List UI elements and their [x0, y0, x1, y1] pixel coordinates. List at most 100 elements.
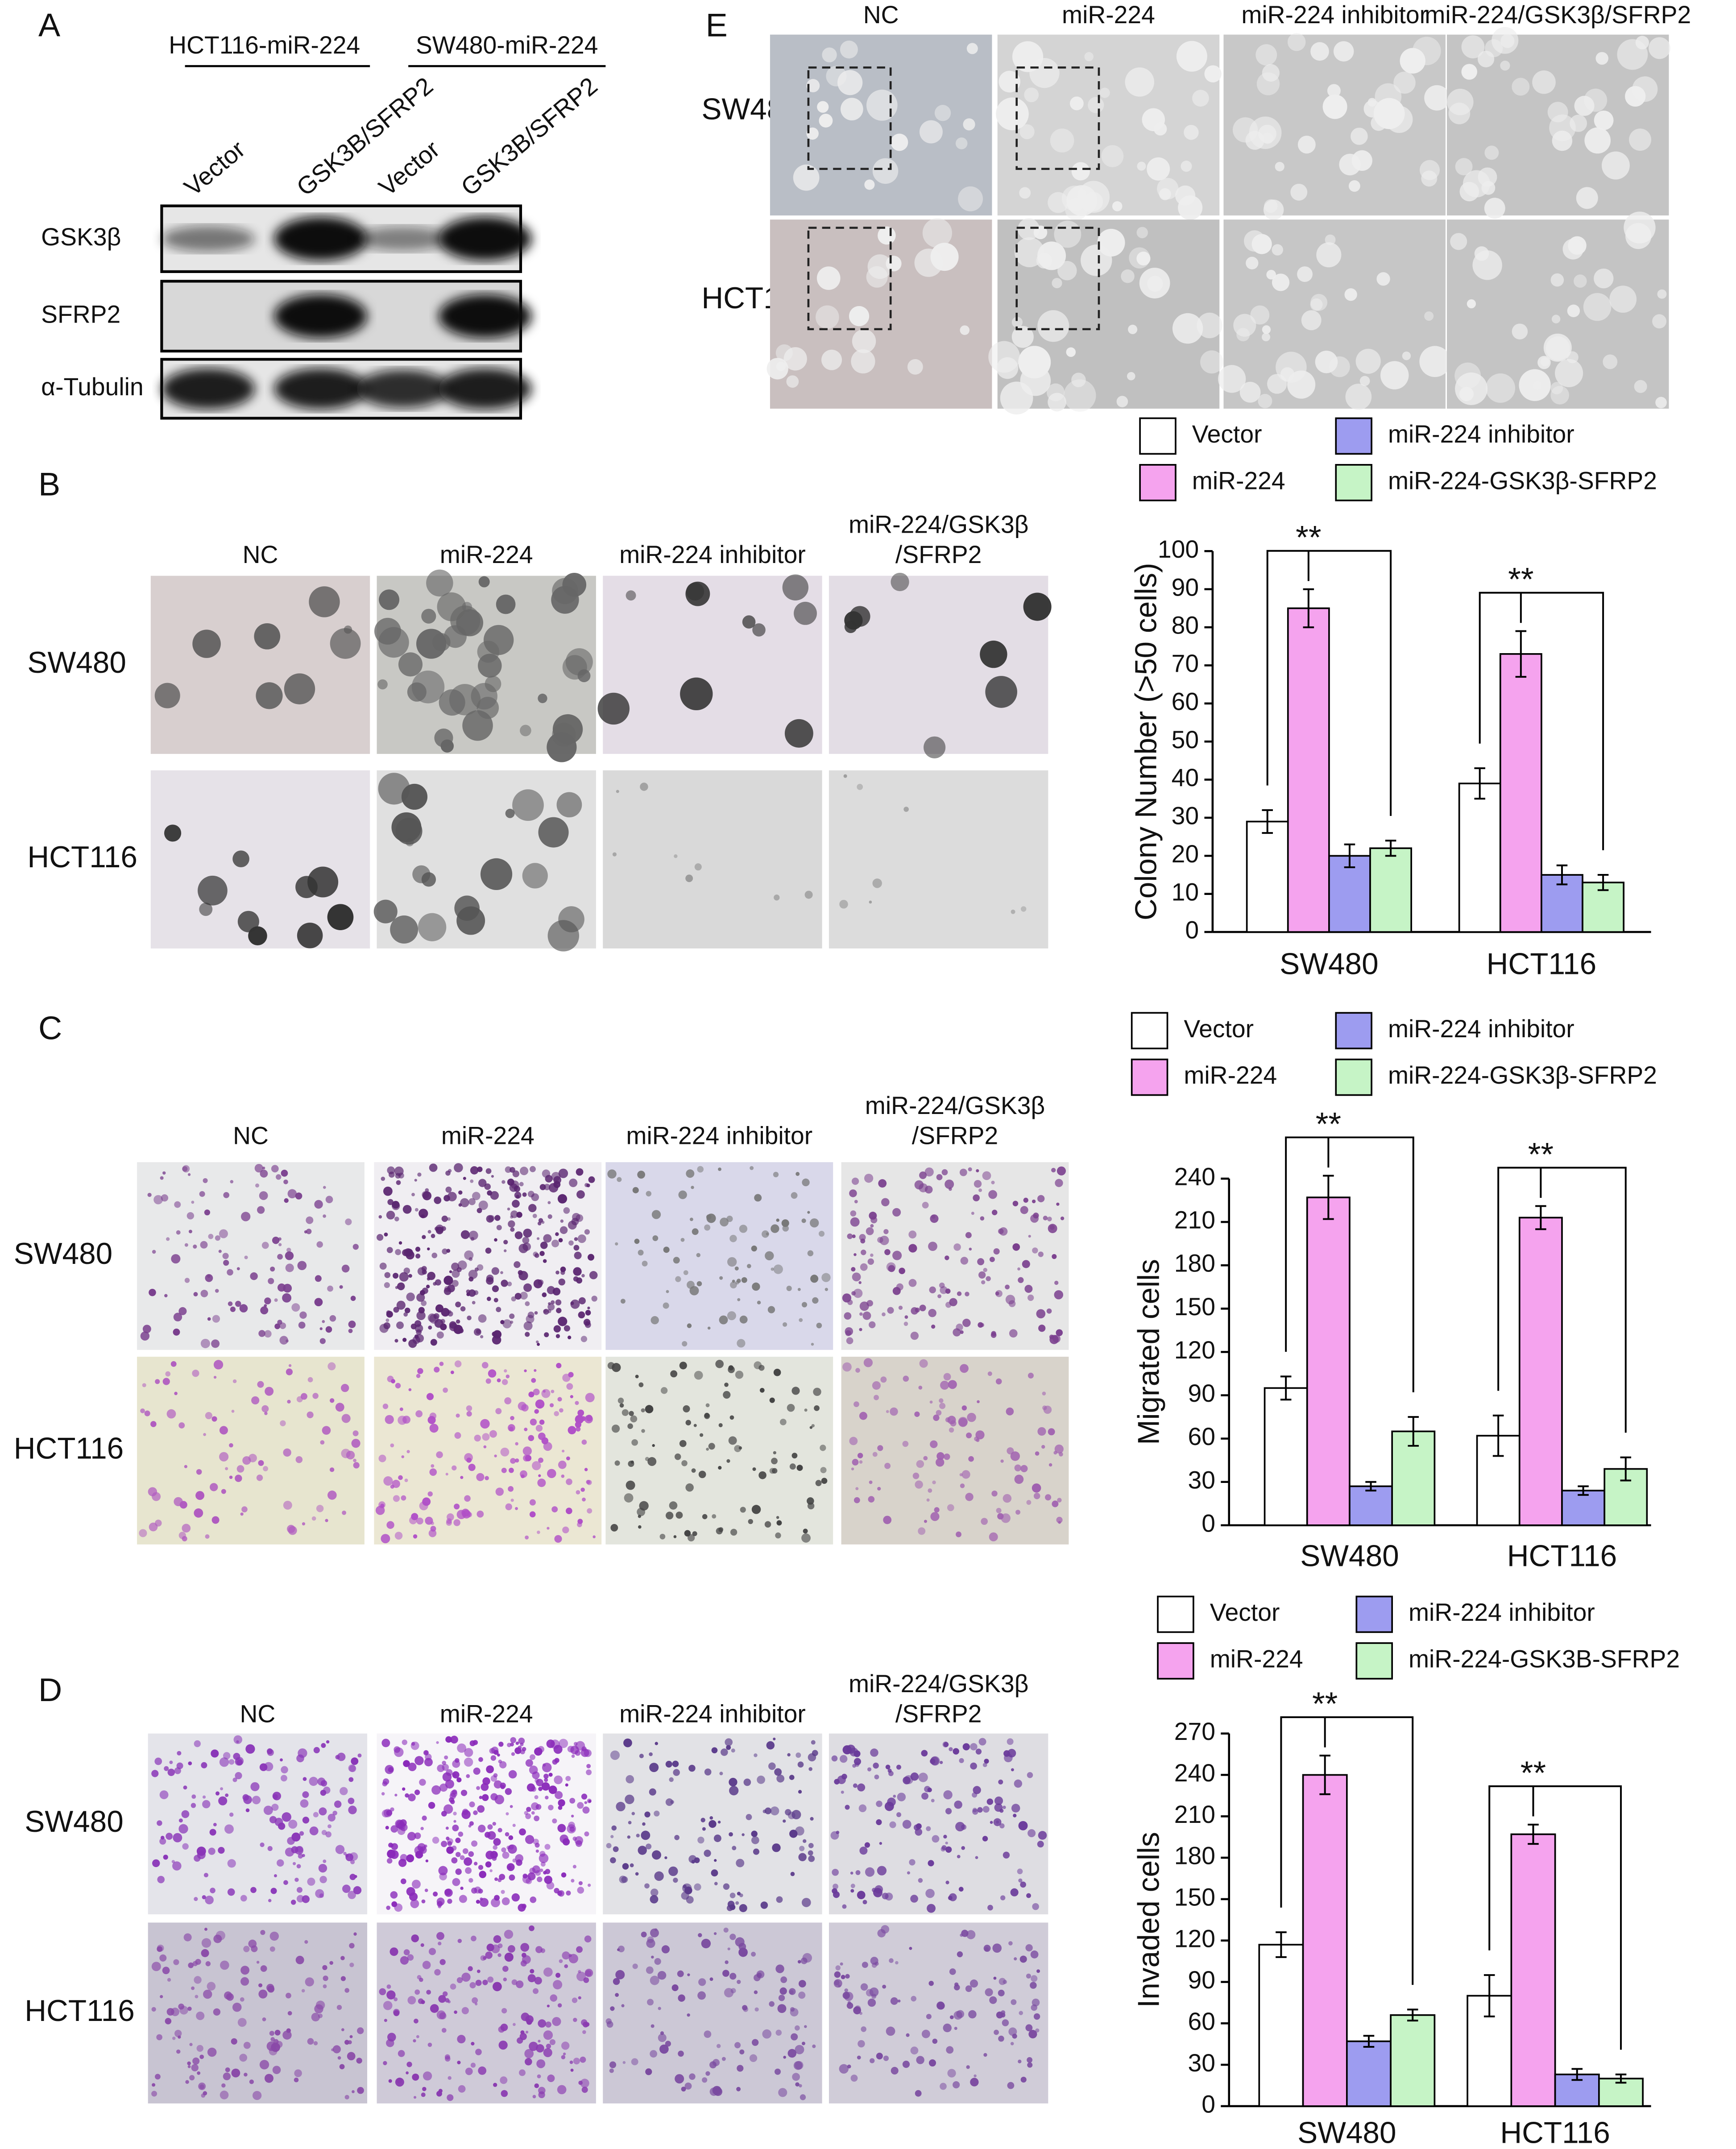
cell	[697, 1991, 706, 2000]
cell	[184, 1278, 190, 1283]
cell	[1032, 1903, 1039, 1910]
cell	[858, 1804, 867, 1813]
cell	[783, 1322, 787, 1327]
cell	[456, 1977, 463, 1983]
cell	[687, 1973, 690, 1976]
cell	[277, 1283, 286, 1292]
cell	[302, 1791, 309, 1798]
cell	[498, 1742, 504, 1747]
cell	[984, 1759, 989, 1764]
cell	[839, 900, 848, 909]
cell	[665, 2041, 671, 2047]
cell	[147, 1193, 152, 1197]
cell	[496, 1307, 501, 1313]
cell	[544, 1844, 551, 1850]
cell	[195, 1491, 205, 1500]
cell	[548, 1772, 553, 1777]
cell	[897, 1793, 906, 1801]
cell	[973, 1786, 981, 1794]
cell	[577, 1234, 586, 1243]
cell	[977, 1807, 983, 1813]
cell	[244, 2072, 248, 2077]
cell	[554, 1888, 559, 1894]
cell	[941, 1845, 947, 1851]
cell	[936, 1410, 942, 1416]
cell	[487, 1976, 494, 1983]
cell	[1042, 1391, 1046, 1395]
cell	[849, 306, 870, 327]
cell	[265, 1387, 274, 1396]
cell	[926, 1498, 930, 1502]
cell	[285, 1251, 294, 1260]
cell	[658, 2007, 661, 2010]
cell	[1543, 333, 1572, 362]
cell	[159, 1838, 166, 1845]
cell	[378, 773, 410, 805]
cell	[461, 1810, 471, 1819]
error-bar	[1474, 767, 1486, 800]
cell	[426, 569, 453, 597]
cell	[203, 1178, 208, 1183]
cell	[204, 1209, 211, 1216]
cell	[173, 1328, 180, 1336]
band	[438, 217, 532, 261]
cell	[1022, 1260, 1030, 1268]
cell	[494, 1215, 501, 1221]
cell	[432, 1837, 439, 1844]
cell	[211, 1749, 219, 1758]
cell	[556, 1362, 562, 1369]
significance-label: **	[1316, 1105, 1341, 1142]
cell	[1056, 1202, 1060, 1206]
cell	[340, 1956, 345, 1960]
cell	[615, 1970, 625, 1979]
cell	[1011, 326, 1034, 348]
cell	[943, 1373, 951, 1381]
cell	[1048, 1224, 1057, 1234]
cell	[394, 1746, 401, 1753]
cell	[504, 1930, 514, 1939]
cell	[867, 1998, 876, 2007]
cell	[518, 1745, 522, 1750]
cell	[966, 2065, 970, 2069]
cell	[500, 2076, 508, 2084]
cell	[531, 1802, 539, 1810]
cell	[1584, 127, 1611, 154]
cell	[563, 2052, 566, 2056]
cell	[610, 1524, 618, 1532]
cell	[844, 1312, 852, 1320]
cell	[547, 2004, 550, 2008]
cell	[777, 2004, 787, 2013]
cell	[699, 1433, 704, 1437]
column-header: NC	[240, 1700, 275, 1727]
cell	[1007, 1738, 1014, 1745]
cell	[556, 1308, 562, 1313]
cell	[501, 1847, 506, 1853]
cell	[1088, 97, 1104, 113]
cell	[581, 2019, 588, 2026]
cell	[459, 1895, 467, 1903]
cell	[493, 1838, 501, 1846]
cell	[1236, 328, 1250, 342]
cell	[486, 1296, 491, 1301]
row-label: HCT116	[14, 1432, 124, 1465]
cell	[647, 1457, 657, 1466]
cell	[916, 2056, 924, 2064]
cell	[458, 1203, 462, 1207]
cell	[491, 1175, 494, 1178]
cell	[445, 1473, 448, 1476]
cell	[264, 2074, 273, 2083]
cell	[751, 1245, 757, 1252]
cell	[463, 1176, 466, 1180]
cell	[1007, 1447, 1014, 1455]
cell	[558, 1238, 563, 1242]
cell	[358, 2088, 362, 2091]
cell	[587, 1306, 590, 1309]
cell	[674, 1835, 679, 1840]
cell	[654, 1810, 660, 1817]
cell	[331, 2048, 334, 2051]
cell	[530, 1418, 537, 1426]
cell	[889, 1821, 896, 1828]
cell	[576, 1168, 584, 1176]
cell	[694, 1371, 703, 1380]
cell	[413, 1534, 418, 1539]
